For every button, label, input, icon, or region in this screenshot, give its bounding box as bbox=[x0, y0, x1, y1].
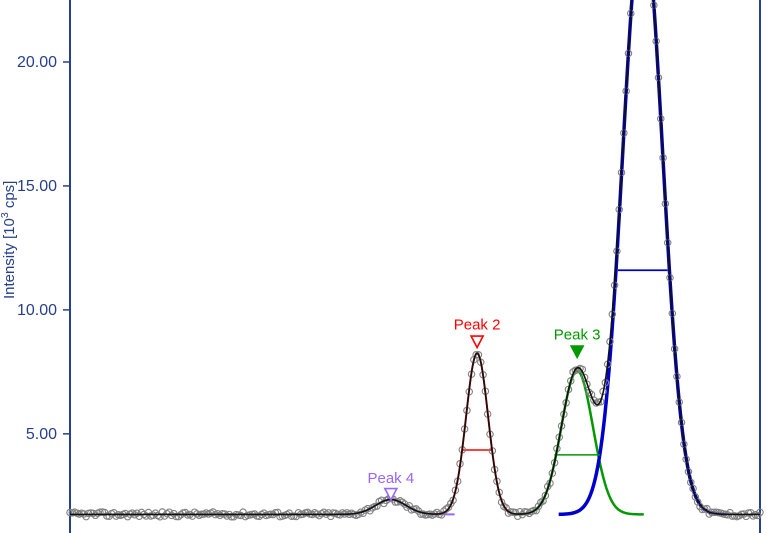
peak2-label: Peak 2 bbox=[454, 316, 501, 333]
peak4-label: Peak 4 bbox=[367, 470, 414, 487]
y-tick-label: 20.00 bbox=[17, 54, 57, 71]
peak3-label: Peak 3 bbox=[554, 326, 601, 343]
spectrum-chart: 5.00 10.00 15.00 20.00 Intensity [103 cps] Pe… bbox=[0, 0, 767, 533]
y-axis-label: Intensity [103 cps] bbox=[0, 181, 18, 299]
y-tick-label: 10.00 bbox=[17, 302, 57, 319]
y-tick-label: 15.00 bbox=[17, 178, 57, 195]
y-tick-label: 5.00 bbox=[26, 426, 57, 443]
chart-svg: 5.00 10.00 15.00 20.00 Intensity [103 cps] Pe… bbox=[0, 0, 767, 533]
